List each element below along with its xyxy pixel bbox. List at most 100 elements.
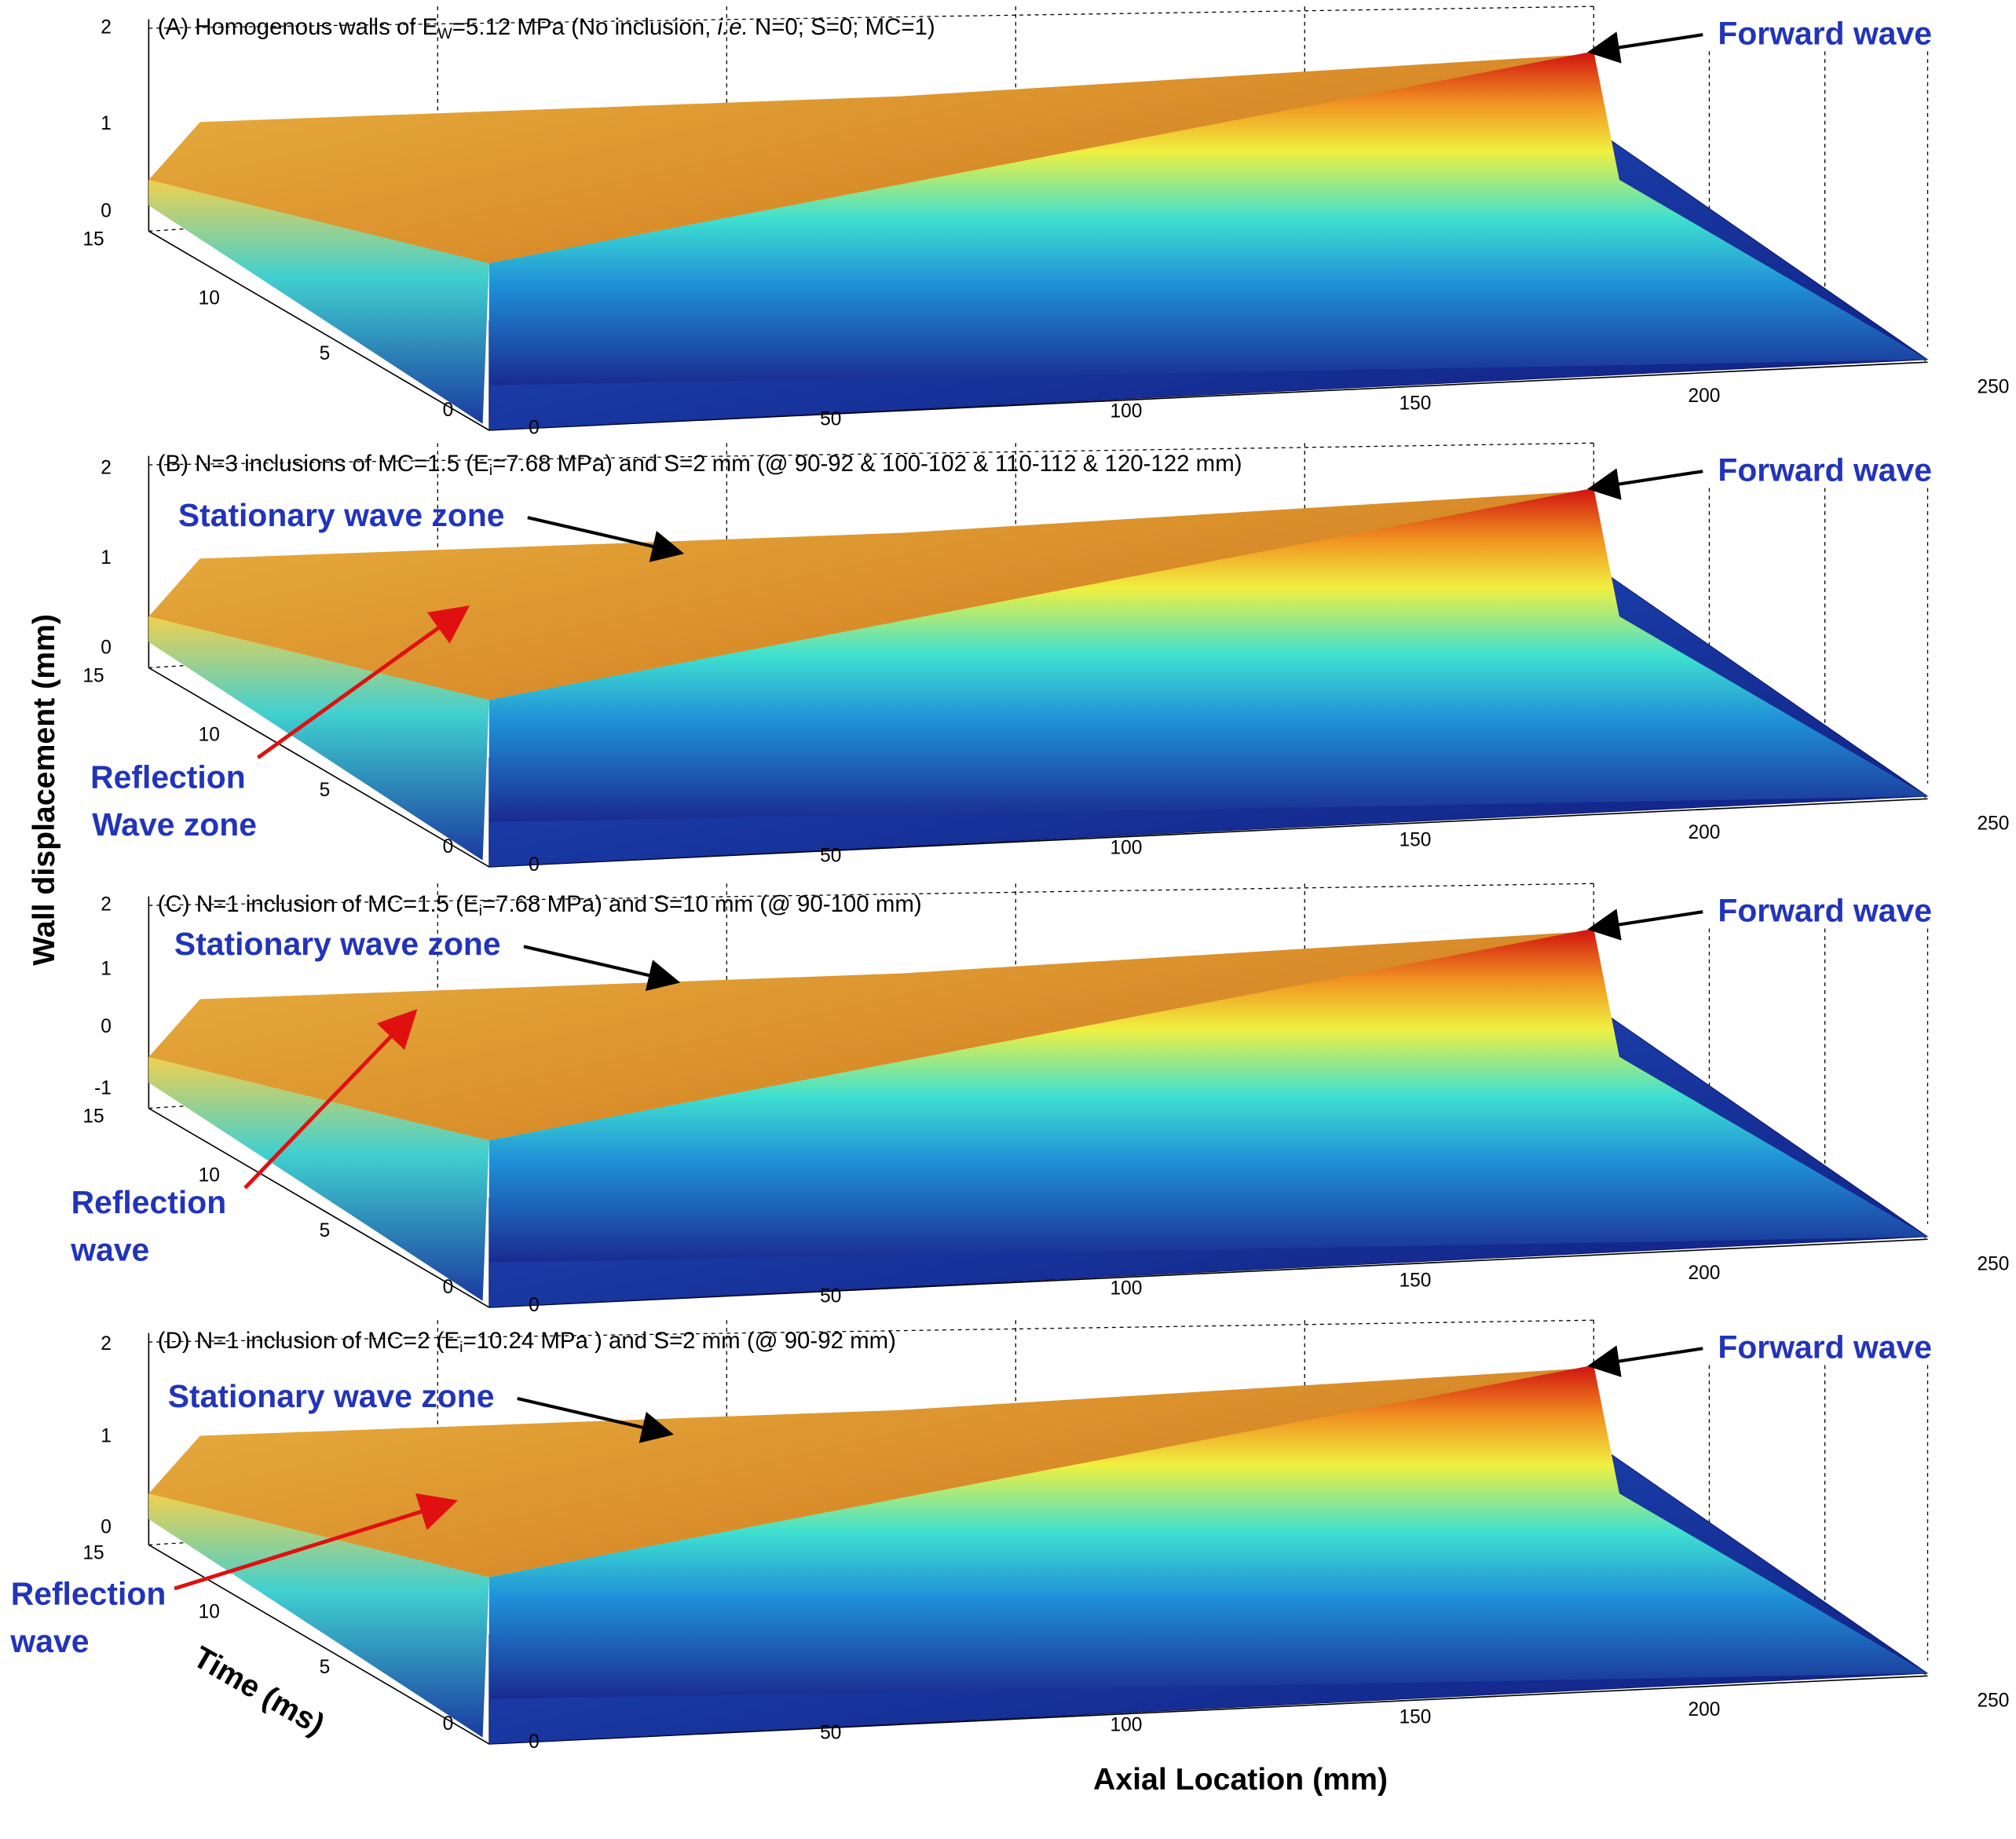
x-tick-label: 250 xyxy=(1977,376,2009,397)
title-part: i xyxy=(489,462,492,479)
z-tick-label: 2 xyxy=(101,457,112,478)
panel: (B) N=3 inclusions of MC=1.5 (Ei=7.68 MP… xyxy=(82,442,2009,876)
x-tick-label: 100 xyxy=(1110,1278,1143,1300)
t-tick-label: 10 xyxy=(199,1165,220,1186)
grid-line xyxy=(148,442,1594,466)
panel-title: (D) N=1 inclusion of MC=2 (Ei=10.24 MPa … xyxy=(158,1328,896,1357)
arrow xyxy=(1587,468,1703,500)
t-tick-label: 0 xyxy=(443,1277,454,1298)
x-tick-label: 250 xyxy=(1977,813,2009,834)
reflection-label: Reflection xyxy=(11,1576,166,1612)
z-tick-label: 2 xyxy=(101,1333,112,1355)
grid-line xyxy=(148,5,1594,29)
z-tick-label: 1 xyxy=(101,958,112,979)
reflection-label: Wave zone xyxy=(92,806,257,843)
surface-ridge xyxy=(488,488,1928,822)
t-tick-label: 5 xyxy=(320,343,331,364)
title-part: i xyxy=(479,902,482,920)
reflection-label: Reflection xyxy=(90,759,246,795)
x-tick-label: 200 xyxy=(1688,1263,1720,1284)
surface-side xyxy=(148,616,489,861)
title-part: (B) N=3 inclusions of MC=1.5 (E xyxy=(158,451,489,477)
arrow xyxy=(1587,1345,1703,1377)
title-part: =7.68 MPa) and S=10 mm (@ 90-100 mm) xyxy=(482,891,922,917)
t-tick-label: 0 xyxy=(443,400,454,421)
t-tick-label: 5 xyxy=(320,1220,331,1241)
x-tick-label: 150 xyxy=(1399,1707,1431,1728)
t-tick-label: 0 xyxy=(443,836,454,857)
reflection-label: Reflection xyxy=(71,1184,227,1220)
title-part: N=0; S=0; MC=1) xyxy=(748,14,935,40)
arrow xyxy=(527,516,685,562)
x-tick-label: 0 xyxy=(529,1295,540,1316)
surface-side xyxy=(148,1494,489,1738)
arrow xyxy=(256,605,470,759)
panel-title: (B) N=3 inclusions of MC=1.5 (Ei=7.68 MP… xyxy=(158,451,1242,480)
arrow xyxy=(174,1493,459,1591)
surface-plateau xyxy=(148,53,1594,373)
reflection-label: wave xyxy=(70,1231,149,1267)
z-tick-label: -1 xyxy=(94,1077,112,1099)
x-tick-label: 100 xyxy=(1110,400,1143,422)
arrow xyxy=(243,1008,418,1190)
forward-label: Forward wave xyxy=(1718,1329,1932,1366)
arrow xyxy=(523,945,681,992)
title-part: (A) Homogenous walls of E xyxy=(158,14,437,40)
surface-ridge xyxy=(488,1365,1928,1699)
arrow xyxy=(1587,31,1703,64)
x-tick-label: 100 xyxy=(1110,838,1143,859)
x-tick-label: 50 xyxy=(820,1285,841,1307)
arrow xyxy=(517,1397,675,1443)
x-tick-label: 200 xyxy=(1688,1699,1720,1720)
panel-title: (A) Homogenous walls of EW=5.12 MPa (No … xyxy=(158,14,935,43)
x-tick-label: 250 xyxy=(1977,1690,2009,1711)
surface-plateau xyxy=(148,930,1594,1250)
surface-ridge xyxy=(488,928,1928,1263)
x-tick-label: 0 xyxy=(529,854,540,876)
t-tick-label: 10 xyxy=(199,288,220,309)
z-tick-label: 2 xyxy=(101,16,112,38)
x-tick-label: 150 xyxy=(1399,830,1431,851)
grid-line xyxy=(148,883,1594,906)
title-part: =7.68 MPa) and S=2 mm (@ 90-92 & 100-102… xyxy=(492,451,1242,477)
surface-plateau xyxy=(148,490,1594,810)
title-part: W xyxy=(437,25,452,42)
time-axis-label: Time (ms) xyxy=(188,1640,331,1742)
panel-title: (C) N=1 inclusion of MC=1.5 (Ei=7.68 MPa… xyxy=(158,891,922,920)
x-tick-label: 200 xyxy=(1688,386,1720,407)
x-tick-label: 150 xyxy=(1399,1270,1431,1292)
t-tick-label: 5 xyxy=(320,1657,331,1678)
t-tick-label: 15 xyxy=(82,1106,104,1127)
title-part: =5.12 MPa (No inclusion, xyxy=(452,14,718,40)
title-part: (D) N=1 inclusion of MC=2 (E xyxy=(158,1328,459,1354)
grid-line xyxy=(148,1319,1594,1343)
panel: (D) N=1 inclusion of MC=2 (Ei=10.24 MPa … xyxy=(9,1319,2009,1753)
t-tick-label: 15 xyxy=(82,1542,104,1563)
forward-label: Forward wave xyxy=(1718,893,1932,929)
z-tick-label: 0 xyxy=(101,200,112,221)
reflection-label: wave xyxy=(9,1623,89,1659)
t-tick-label: 5 xyxy=(320,780,331,801)
z-tick-label: 1 xyxy=(101,1426,112,1447)
y-axis-label: Wall displacement (mm) xyxy=(27,614,61,966)
x-tick-label: 0 xyxy=(529,418,540,439)
x-tick-label: 0 xyxy=(529,1731,540,1753)
stationary-label: Stationary wave zone xyxy=(178,497,505,533)
z-tick-label: 2 xyxy=(101,894,112,915)
title-part: i xyxy=(459,1339,463,1356)
z-tick-label: 0 xyxy=(101,1016,112,1037)
surface-side xyxy=(148,179,489,424)
z-tick-label: 1 xyxy=(101,113,112,134)
x-tick-label: 50 xyxy=(820,845,841,866)
x-tick-label: 100 xyxy=(1110,1715,1143,1736)
forward-label: Forward wave xyxy=(1718,16,1932,52)
x-tick-label: 50 xyxy=(820,408,841,430)
x-tick-label: 50 xyxy=(820,1722,841,1743)
t-tick-label: 10 xyxy=(199,725,220,746)
surface-plateau xyxy=(148,1367,1594,1687)
t-tick-label: 0 xyxy=(443,1713,454,1735)
x-tick-label: 150 xyxy=(1399,393,1431,415)
t-tick-label: 15 xyxy=(82,229,104,250)
title-part: i.e. xyxy=(718,14,748,40)
